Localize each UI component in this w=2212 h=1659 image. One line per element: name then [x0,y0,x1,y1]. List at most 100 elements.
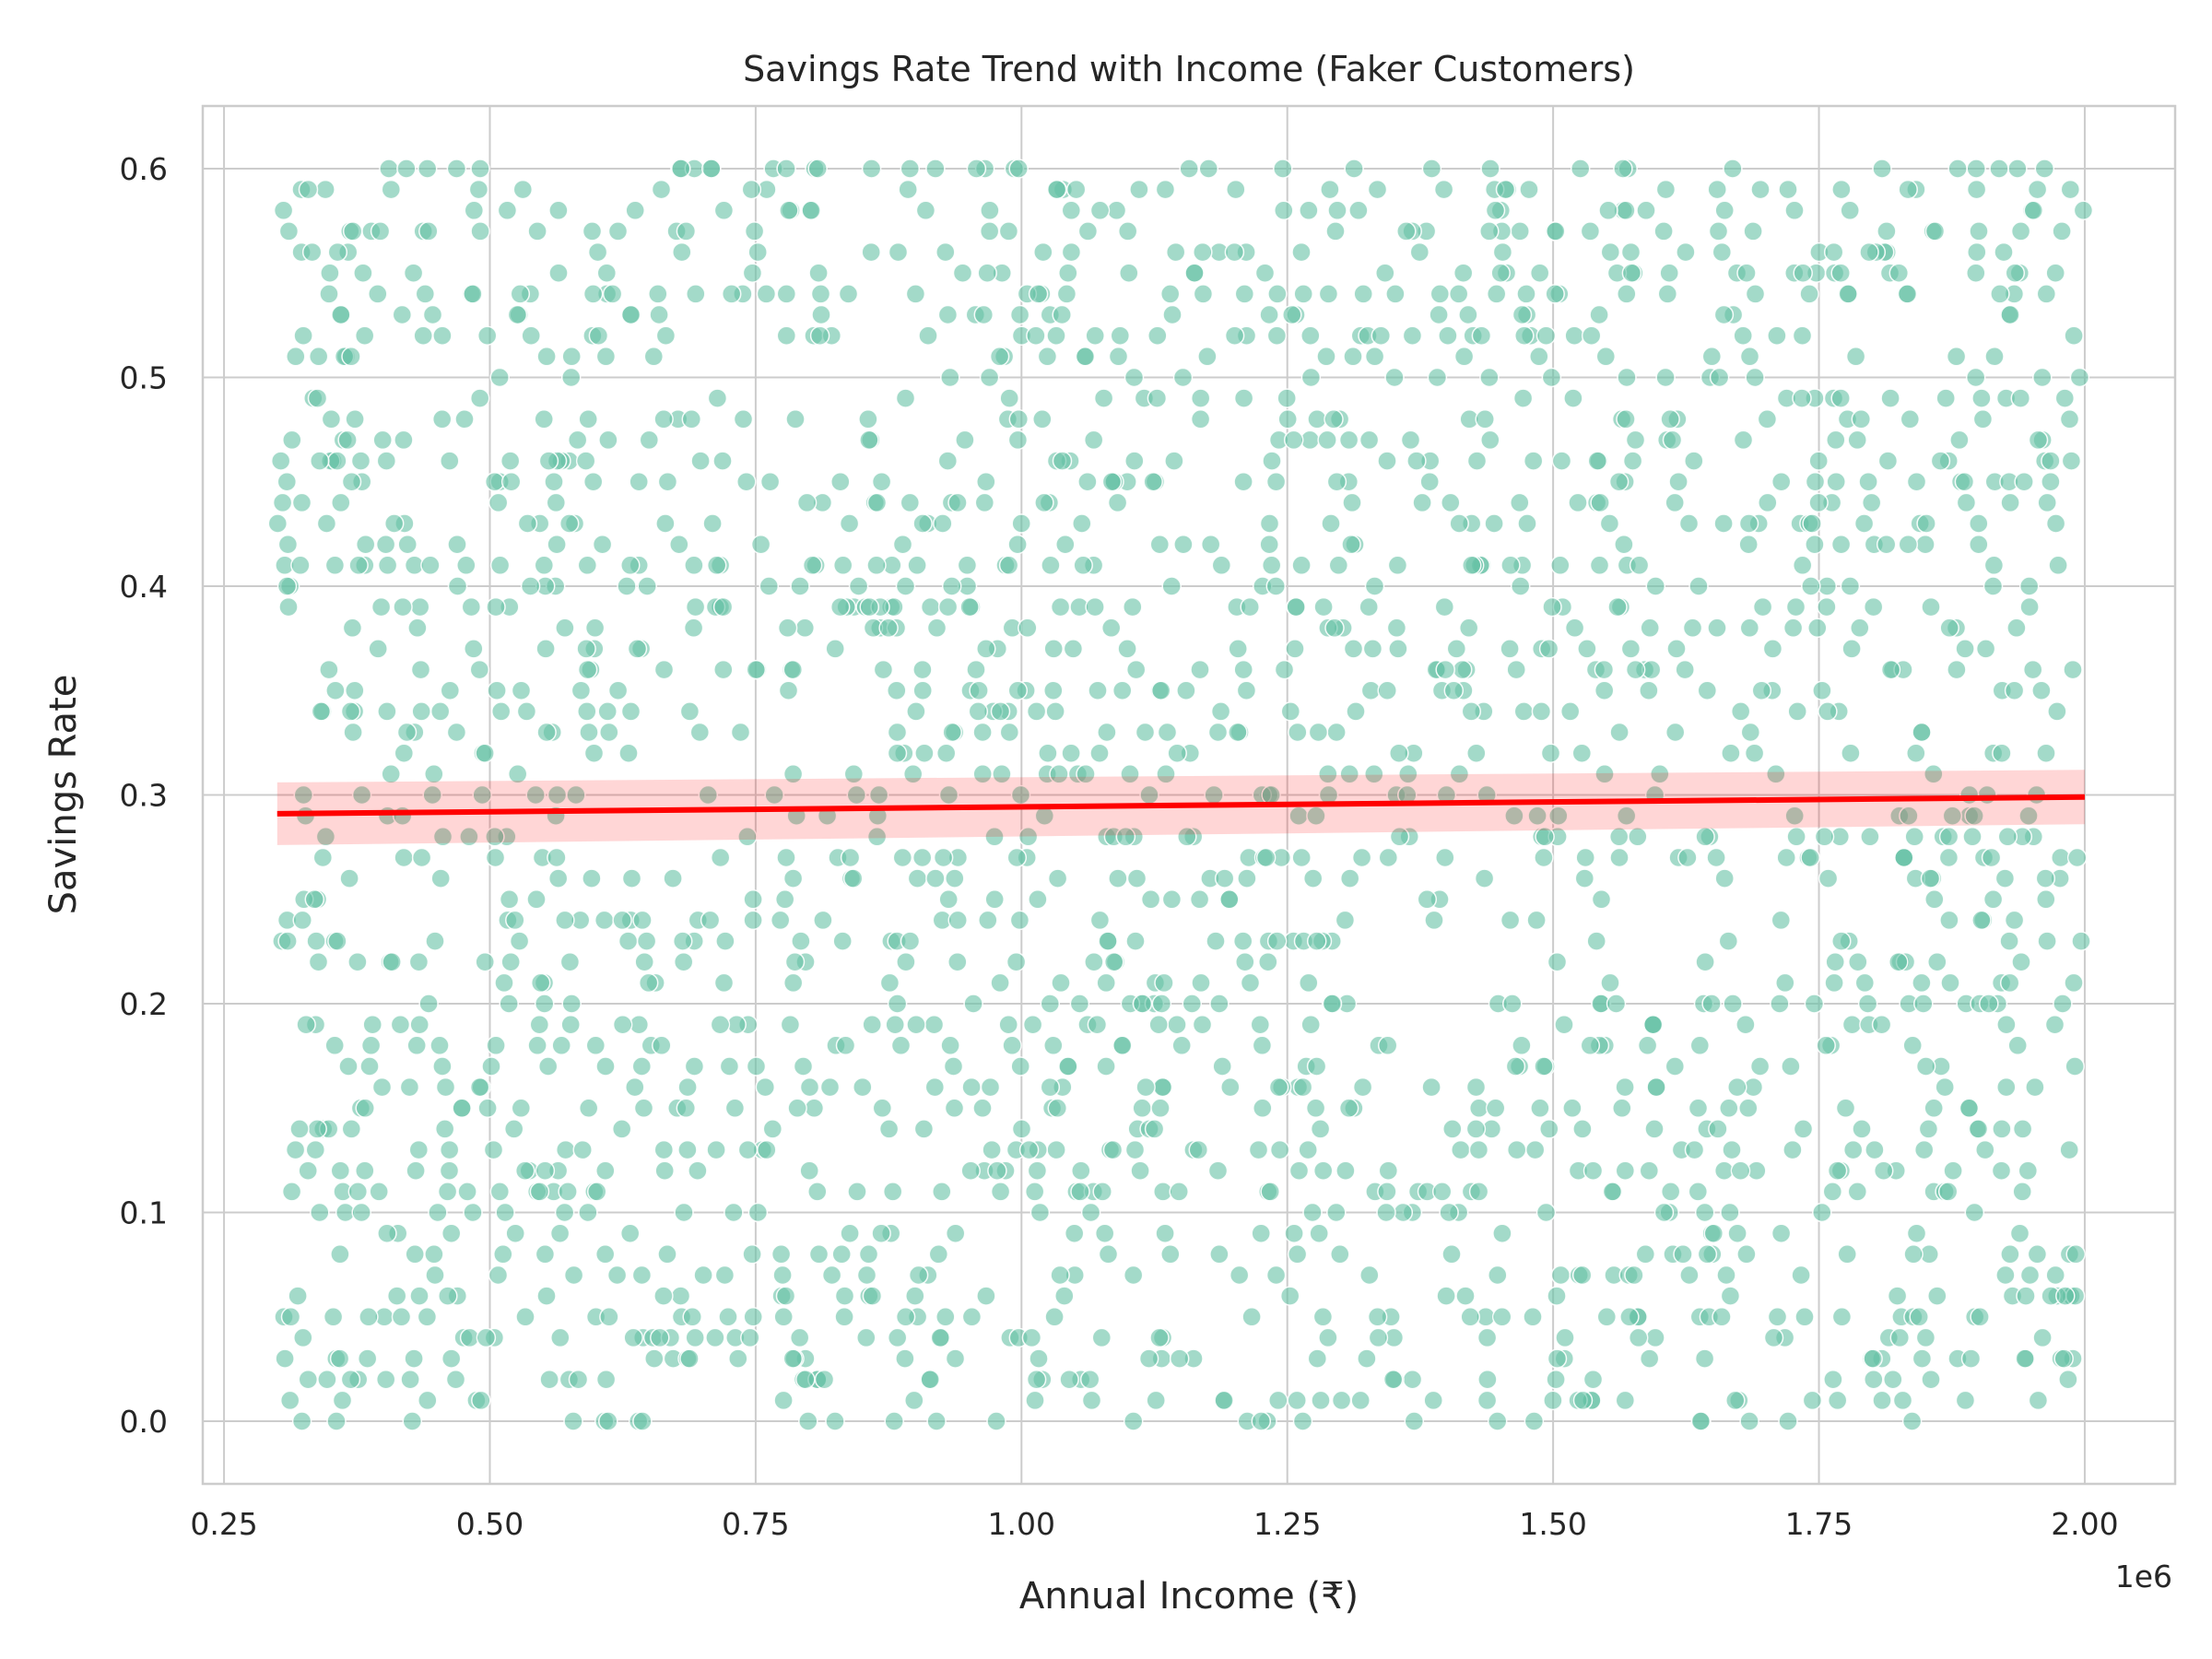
scatter-point [1280,701,1301,722]
scatter-point [1720,1202,1740,1223]
scatter-point [512,179,534,200]
scatter-point [2066,847,2088,868]
scatter-point [1898,534,1919,555]
scatter-point [472,784,492,806]
scatter-point [1292,1077,1313,1098]
scatter-point [1396,221,1417,241]
scatter-point [1730,701,1751,722]
scatter-point [1655,367,1676,388]
scatter-point [858,409,878,429]
scatter-point [277,931,298,951]
scatter-point [1130,1160,1150,1181]
chart-title: Savings Rate Trend with Income (Faker Cu… [743,49,1635,89]
scatter-point [484,471,505,492]
scatter-point [411,701,431,722]
scatter-point [1629,555,1650,576]
scatter-point [475,743,495,763]
scatter-point [1825,951,1845,972]
scatter-point [457,1182,477,1202]
scatter-point [1707,179,1727,200]
scatter-point [1343,347,1363,367]
scatter-point [1892,1390,1913,1411]
scatter-point [1025,1390,1045,1411]
scatter-point [1029,1348,1049,1369]
scatter-point [1449,513,1469,534]
scatter-point [1995,1265,2016,1286]
scatter-point [1059,1369,1079,1390]
scatter-point [957,555,978,576]
scatter-point [933,513,953,534]
scatter-point [539,1369,559,1390]
scatter-point [1389,743,1409,763]
scatter-point [756,284,777,304]
scatter-point [1210,701,1231,722]
scatter-point [1564,618,1585,639]
scatter-point [1955,1390,1976,1411]
scatter-point [1657,284,1678,304]
scatter-point [500,451,521,471]
scatter-point [279,1390,300,1411]
scatter-point [1778,1411,1798,1431]
scatter-point [463,1202,483,1223]
scatter-point [1455,1286,1476,1306]
scatter-point [1234,284,1255,304]
scatter-point [959,596,980,618]
scatter-point [1132,1098,1152,1119]
scatter-point [1639,680,1659,700]
scatter-point [961,1077,982,1098]
scatter-point [702,513,723,534]
scatter-point [2012,1182,2032,1202]
scatter-point [428,1202,448,1223]
scatter-point [743,889,763,910]
scatter-point [1792,325,1813,346]
scatter-point [1235,951,1255,972]
scatter-point [653,409,674,429]
scatter-point [1853,513,1875,534]
scatter-point [1786,827,1806,847]
scatter-point [776,325,797,346]
scatter-point [1966,159,1986,179]
scatter-point [293,325,313,346]
scatter-point [470,159,490,179]
scatter-point [1640,618,1660,639]
scatter-point [1288,1160,1310,1181]
scatter-point [757,1139,777,1160]
scatter-point [1124,367,1145,388]
scatter-point [340,701,361,722]
scatter-point [1529,263,1550,283]
scatter-point [900,492,921,513]
scatter-point [1150,1098,1171,1119]
scatter-point [1677,847,1698,868]
scatter-point [485,827,505,847]
scatter-point [1653,1202,1675,1223]
scatter-point [1292,1411,1313,1431]
scatter-point [551,1035,571,1056]
scatter-point [339,868,359,888]
scatter-point [1096,1056,1116,1077]
scatter-point [1946,347,1967,367]
scatter-point [990,1182,1011,1202]
scatter-point [2069,367,2090,388]
scatter-point [1250,1014,1271,1035]
scatter-point [710,1014,731,1035]
scatter-point [1990,284,2010,304]
scatter-point [1088,680,1108,700]
scatter-point [912,680,933,700]
scatter-point [1831,931,1852,951]
scatter-point [1736,1244,1757,1265]
scatter-point [578,1098,599,1119]
scatter-point [1757,409,1778,429]
scatter-point [329,1348,350,1369]
scatter-point [582,284,604,304]
scatter-point [2036,889,2056,910]
scatter-point [1835,1098,1856,1119]
scatter-point [2063,659,2083,680]
scatter-point [527,221,547,241]
scatter-point [1125,659,1147,680]
scatter-point [1596,1307,1618,1327]
scatter-point [371,596,392,618]
scatter-point [774,889,795,910]
scatter-point [861,159,882,179]
scatter-point [511,1098,532,1119]
scatter-point [1659,263,1679,283]
